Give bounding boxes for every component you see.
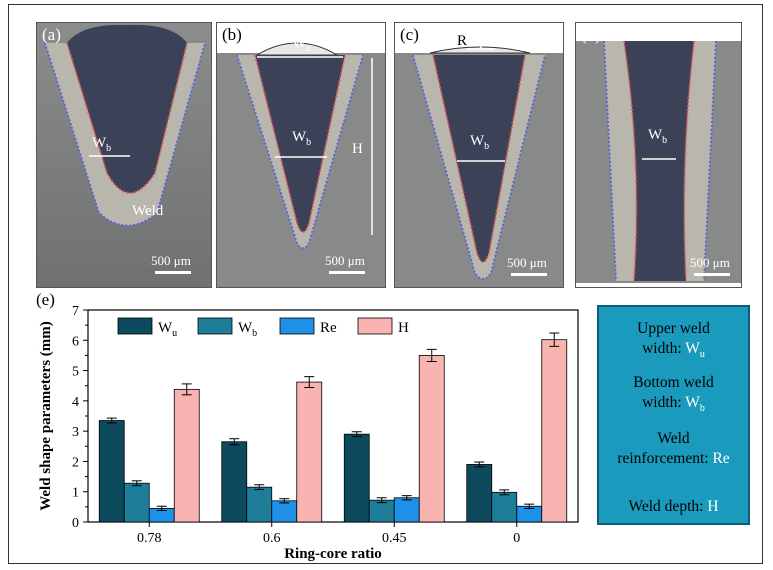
panel-a-label: (a)	[42, 25, 61, 44]
panel-b-label: (b)	[222, 25, 242, 44]
weld-shape-bar-chart: 0 1 2 3 4 5 6 7 Weld shape parameters (mm) Ring-c…	[38, 304, 579, 562]
legend-swatch-h	[357, 317, 393, 335]
panel-b-h-label: H	[352, 141, 363, 157]
weld-cross-section-c	[395, 23, 563, 287]
panel-b-scale-bar	[329, 271, 365, 274]
panel-c-scale-text: 500 μm	[507, 255, 547, 270]
panel-c-wb-label: Wb	[470, 133, 490, 152]
info-weld-reinforcement: Weld reinforcement: Re	[617, 430, 730, 467]
x-axis-label: Ring-core ratio	[284, 546, 382, 562]
bar-re-1	[271, 500, 298, 523]
bar-wu-0	[98, 420, 125, 523]
y-tick-label: 5	[72, 365, 79, 380]
parameter-legend-box: Upper weld width: Wu Bottom weld width: …	[597, 305, 750, 525]
y-tick-label: 4	[72, 395, 79, 410]
panel-d-scale-bar	[694, 273, 730, 276]
y-tick-label: 1	[72, 486, 79, 501]
x-tick-label: 0	[513, 531, 520, 546]
panel-d-label: (d)	[581, 25, 601, 44]
panel-a-scale-text: 500 μm	[151, 253, 191, 268]
figure-frame	[8, 4, 763, 564]
chart-panel-label: (e)	[36, 290, 55, 309]
weld-cross-section-a	[37, 23, 211, 287]
micrograph-panel-d: (d) Wb 500 μm	[575, 22, 742, 288]
y-axis-label: Weld shape parameters (mm)	[38, 321, 54, 511]
legend-label-wb: Wb	[238, 320, 257, 339]
panel-b-wu-label: Wu	[292, 35, 312, 54]
weld-cross-section-d	[576, 23, 741, 283]
panel-c-r-label: R	[457, 33, 468, 49]
bar-wb-0	[123, 482, 150, 523]
info-weld-depth: Weld depth: H	[628, 498, 719, 515]
y-tick-label: 2	[72, 455, 79, 470]
weld-cross-section-b	[217, 23, 385, 287]
info-upper-weld-width: Upper weld width: Wu	[637, 320, 710, 361]
micrograph-panel-c: (c) R Wb 500 μm	[394, 22, 564, 288]
bar-wu-2	[343, 433, 370, 523]
bar-wb-3	[491, 491, 518, 523]
panel-a-scale-bar	[155, 271, 191, 274]
panel-b-scale-text: 500 μm	[325, 253, 365, 268]
bar-wb-1	[246, 486, 273, 523]
legend-swatch-re	[279, 317, 315, 335]
panel-c-label: (c)	[400, 25, 419, 44]
legend-label-wu: Wu	[158, 320, 177, 339]
bar-h-0	[173, 388, 200, 523]
bar-h-2	[418, 355, 445, 523]
x-tick-label: 0.45	[382, 531, 407, 546]
legend-swatch-wb	[197, 317, 233, 335]
micrograph-panel-a: (a) Wb Weld 500 μm	[36, 22, 212, 288]
y-tick-label: 7	[72, 304, 79, 319]
panel-c-scale-bar	[511, 273, 547, 276]
x-tick-label: 0.78	[137, 531, 162, 546]
y-tick-label: 0	[72, 516, 79, 531]
y-tick-label: 3	[72, 425, 79, 440]
info-bottom-weld-width: Bottom weld width: Wb	[633, 374, 714, 415]
panel-a-wb-label: Wb	[92, 135, 112, 154]
panel-b-wb-label: Wb	[292, 129, 312, 148]
bar-wb-2	[368, 499, 395, 523]
y-tick-label: 6	[72, 334, 79, 349]
bar-re-2	[393, 497, 420, 523]
legend-swatch-wu	[117, 317, 153, 335]
bar-wu-1	[221, 441, 248, 523]
bar-h-3	[541, 339, 568, 523]
bar-h-1	[296, 381, 323, 523]
panel-d-wb-label: Wb	[648, 127, 668, 146]
legend-label-re: Re	[320, 320, 337, 336]
bar-wu-3	[466, 464, 493, 523]
panel-d-scale-text: 500 μm	[690, 255, 730, 270]
panel-a-weld-label: Weld	[132, 203, 164, 219]
legend-label-h: H	[398, 320, 409, 336]
micrograph-panel-b: (b) Wu Wb H 500 μm	[216, 22, 386, 288]
x-tick-label: 0.6	[263, 531, 281, 546]
